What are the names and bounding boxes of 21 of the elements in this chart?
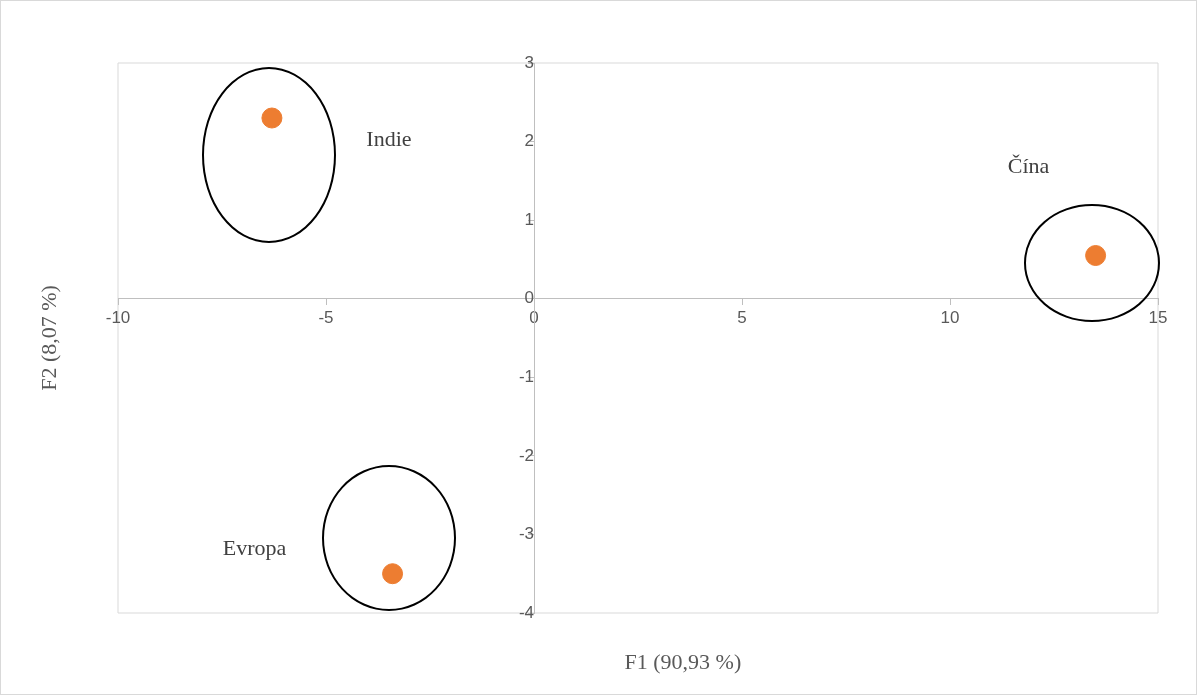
y-tick-label: -1 [518,366,534,386]
annotation: Čína [1007,152,1050,179]
y-tick-label: 3 [524,52,534,72]
y-tick-label: -3 [518,524,534,544]
x-tick-label: 15 [1148,307,1168,327]
y-tick-label: 0 [524,288,534,308]
y-tick-label: 2 [524,131,534,151]
x-tick-label: -5 [318,307,334,327]
annotation: Evropa [222,534,287,561]
y-tick-label: -4 [518,602,534,622]
x-tick-label: 10 [940,307,960,327]
annotation: Indie [366,126,412,152]
x-tick-label: 5 [737,307,747,327]
x-tick-label: -10 [105,307,131,327]
x-axis-title: F1 (90,93 %) [624,649,742,675]
y-tick-label: 1 [524,209,534,229]
y-axis-title: F2 (8,07 %) [35,285,62,391]
point [382,563,404,585]
point [261,107,283,129]
point [1085,245,1107,266]
y-tick-label: -2 [518,445,534,465]
